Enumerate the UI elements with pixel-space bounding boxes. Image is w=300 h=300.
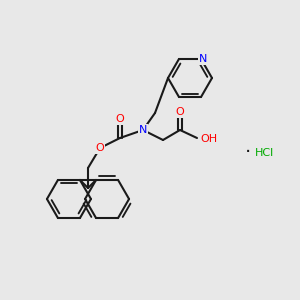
Text: O: O: [176, 107, 184, 117]
Text: N: N: [199, 54, 207, 64]
Text: ·: ·: [245, 142, 251, 161]
Text: N: N: [139, 125, 147, 135]
Text: O: O: [116, 114, 124, 124]
Text: O: O: [96, 143, 104, 153]
Text: HCl: HCl: [255, 148, 274, 158]
Text: OH: OH: [200, 134, 217, 144]
